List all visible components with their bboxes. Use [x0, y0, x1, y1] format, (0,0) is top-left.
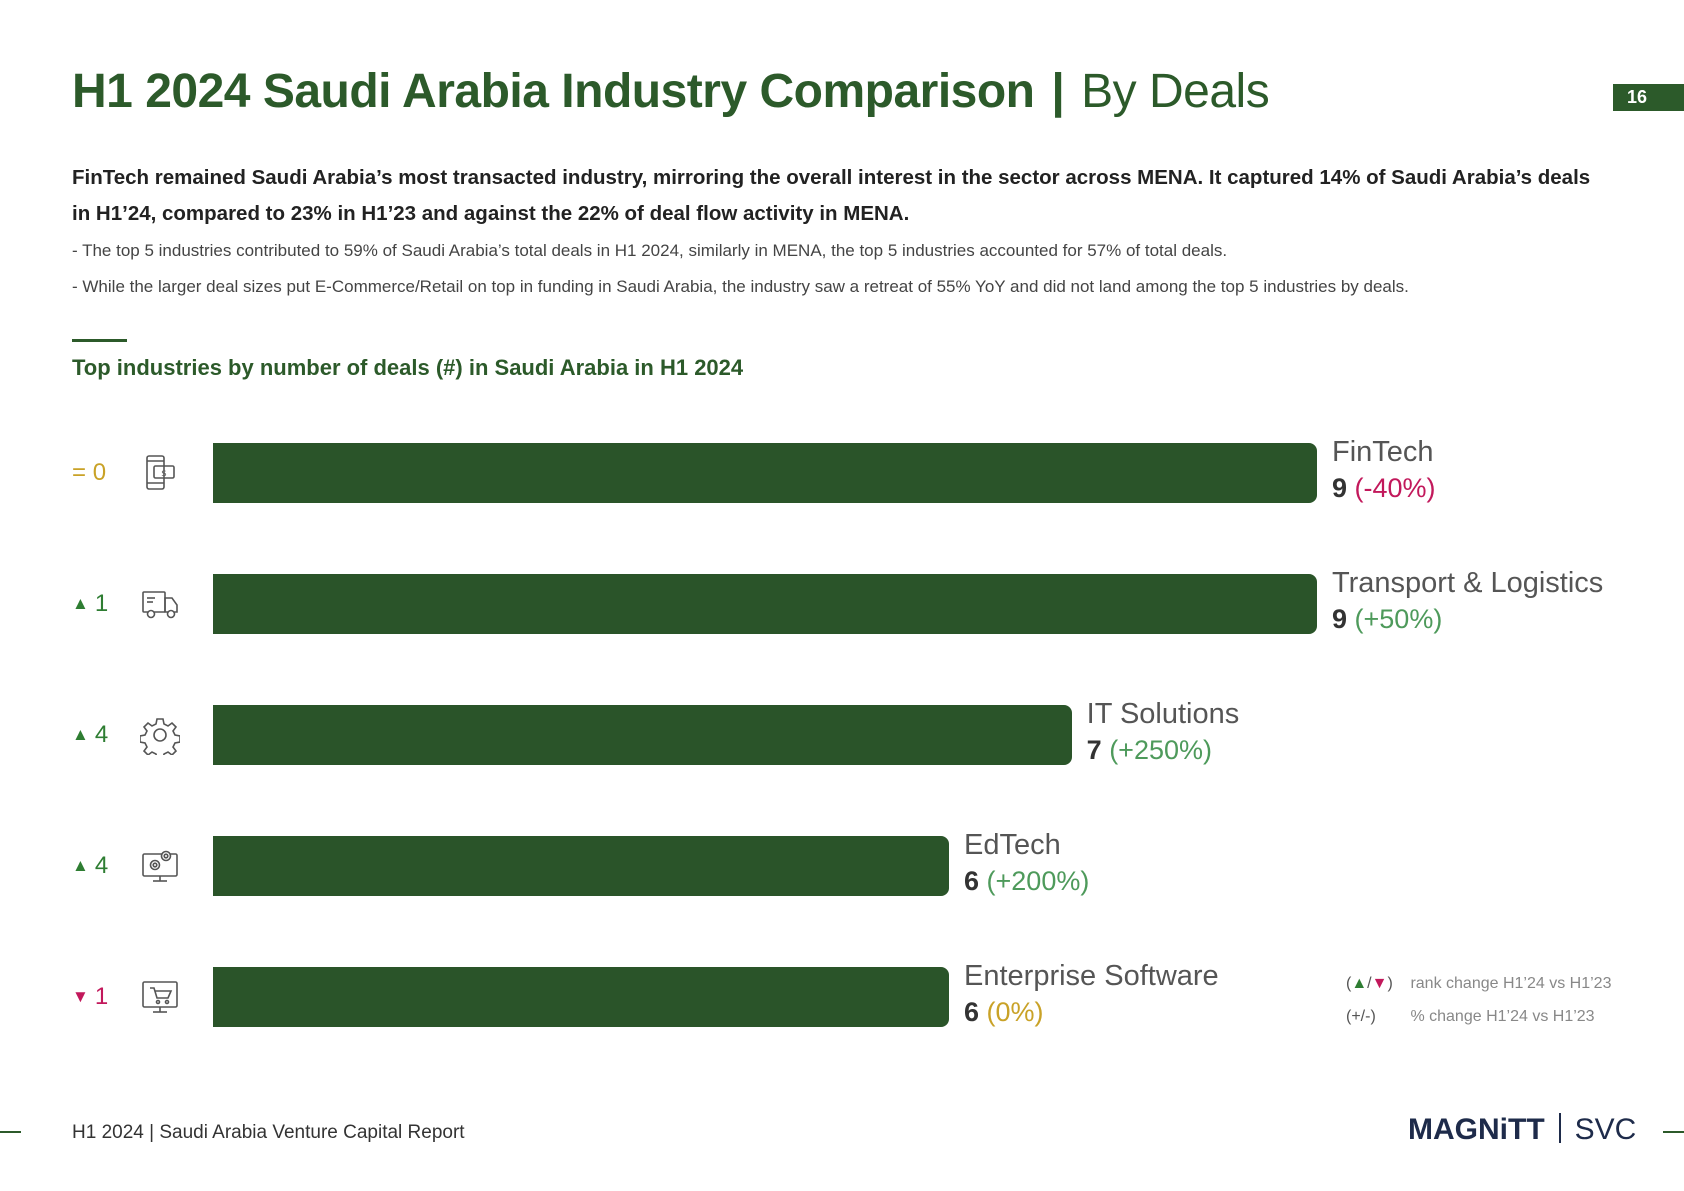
- value-label: 9: [1332, 604, 1348, 634]
- footer-line-left: [0, 1131, 21, 1133]
- legend-rank-change: (▲/▼) rank change H1’24 vs H1’23: [1346, 973, 1611, 995]
- magnitt-logo: MAGNiTT: [1408, 1113, 1545, 1146]
- bar-label-1: Transport & Logistics 9 (+50%): [1332, 565, 1603, 637]
- bar-label-2: IT Solutions 7 (+250%): [1087, 696, 1240, 768]
- title-suffix: By Deals: [1081, 65, 1270, 118]
- bar-0: [213, 443, 1317, 503]
- legend-pct-sep: /: [1360, 1008, 1366, 1025]
- value-line: 6 (0%): [964, 994, 1219, 1030]
- title-separator: |: [1051, 65, 1065, 118]
- bar-label-3: EdTech 6 (+200%): [964, 827, 1089, 899]
- bar-4: [213, 967, 949, 1027]
- note-ecommerce: - While the larger deal sizes put E-Comm…: [72, 277, 1409, 296]
- legend-rank-sep: /: [1367, 975, 1372, 992]
- category-label: FinTech: [1332, 436, 1434, 468]
- legend-minus: -: [1365, 1008, 1371, 1025]
- category-label: Enterprise Software: [964, 960, 1219, 992]
- value-line: 7 (+250%): [1087, 732, 1240, 768]
- partner-logos: MAGNiTT SVC: [1408, 1112, 1636, 1148]
- rank-change-value: 4: [94, 721, 109, 748]
- delivery-truck-icon: [140, 584, 180, 624]
- category-label: Transport & Logistics: [1332, 567, 1604, 599]
- pct-change-label: (+250%): [1101, 735, 1212, 765]
- page-number: 16: [1613, 84, 1684, 111]
- rank-change-2: ▲ 4: [72, 720, 108, 750]
- bar-label-4: Enterprise Software 6 (0%): [964, 958, 1219, 1030]
- rank-change-1: ▲ 1: [72, 589, 108, 619]
- mobile-payment-icon: $: [140, 453, 180, 493]
- value-label: 6: [964, 866, 980, 896]
- rank-change-value: 1: [94, 983, 109, 1010]
- note-top-five: - The top 5 industries contributed to 59…: [72, 241, 1228, 260]
- rank-change-3: ▲ 4: [72, 851, 108, 881]
- rank-change-value: 1: [94, 590, 109, 617]
- rank-change-value: 4: [94, 852, 109, 879]
- value-label: 7: [1086, 735, 1102, 765]
- rank-change-value: 0: [92, 459, 107, 486]
- pct-change-label: (+50%): [1347, 604, 1443, 634]
- legend-pct-text: % change H1’24 vs H1’23: [1410, 1008, 1595, 1025]
- footer-text: H1 2024 | Saudi Arabia Venture Capital R…: [72, 1122, 465, 1143]
- legend-plus: +: [1351, 1008, 1361, 1025]
- category-label: EdTech: [964, 829, 1061, 861]
- legend-down-arrow: ▼: [1371, 975, 1388, 992]
- rank-change-symbol: ▼: [72, 987, 89, 1006]
- bar-3: [213, 836, 949, 896]
- rank-change-symbol: =: [72, 459, 93, 486]
- bar-1: [213, 574, 1317, 634]
- rank-change-symbol: ▲: [72, 594, 89, 613]
- legend-rank-symbols: (▲/▼): [1346, 975, 1393, 992]
- bar-label-0: FinTech 9 (-40%): [1332, 434, 1436, 506]
- svg-text:$: $: [161, 469, 167, 479]
- pct-change-label: (+200%): [979, 866, 1090, 896]
- monitor-cart-icon: [140, 977, 180, 1017]
- gear-icon: [139, 715, 181, 760]
- logo-divider: [1558, 1113, 1561, 1143]
- legend-rank-text: rank change H1’24 vs H1’23: [1410, 975, 1612, 992]
- value-label: 6: [964, 997, 980, 1027]
- legend-up-arrow: ▲: [1351, 975, 1368, 992]
- legend-pct-change: (+/-) % change H1’24 vs H1’23: [1346, 1006, 1595, 1028]
- page-title: H1 2024 Saudi Arabia Industry Comparison…: [72, 62, 1270, 122]
- value-label: 9: [1332, 473, 1348, 503]
- title-main: H1 2024 Saudi Arabia Industry Comparison: [72, 65, 1035, 118]
- pct-change-label: (-40%): [1347, 473, 1436, 503]
- bar-2: [213, 705, 1072, 765]
- chart-title: Top industries by number of deals (#) in…: [72, 355, 744, 380]
- lead-paragraph: FinTech remained Saudi Arabia’s most tra…: [72, 166, 1591, 225]
- value-line: 6 (+200%): [964, 863, 1089, 899]
- svc-logo: SVC: [1574, 1113, 1637, 1146]
- category-label: IT Solutions: [1086, 698, 1240, 730]
- footer-line-right: [1663, 1131, 1684, 1133]
- rank-change-symbol: ▲: [72, 856, 89, 875]
- rank-change-0: = 0: [72, 458, 106, 488]
- pct-change-label: (0%): [979, 997, 1044, 1027]
- value-line: 9 (+50%): [1332, 601, 1603, 637]
- value-line: 9 (-40%): [1332, 470, 1436, 506]
- section-accent-line: [72, 339, 127, 342]
- legend-pct-symbols: (+/-): [1346, 1008, 1376, 1025]
- rank-change-4: ▼ 1: [72, 982, 108, 1012]
- computer-gears-icon: [140, 846, 180, 886]
- rank-change-symbol: ▲: [72, 725, 89, 744]
